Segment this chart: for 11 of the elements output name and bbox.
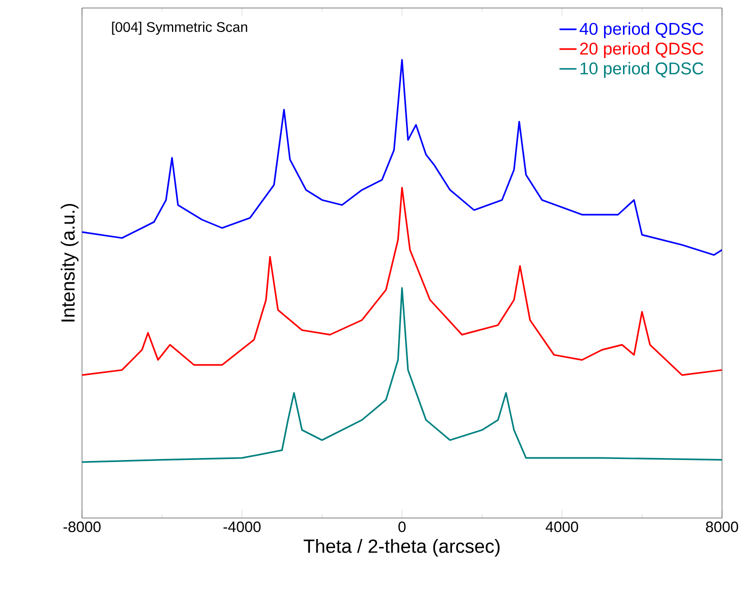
- x-tick-label: -8000: [63, 522, 101, 532]
- x-tick-label: 8000: [706, 522, 738, 532]
- legend-label: 20 period QDSC: [580, 42, 704, 58]
- x-tick-label: 0: [398, 522, 406, 532]
- legend-label: 10 period QDSC: [580, 62, 704, 78]
- x-axis-title: Theta / 2-theta (arcsec): [304, 538, 500, 557]
- y-axis-title: Intensity (a.u.): [60, 204, 78, 322]
- legend-label: 40 period QDSC: [580, 22, 704, 38]
- x-tick-label: 4000: [546, 522, 578, 532]
- x-tick-label: -4000: [223, 522, 261, 532]
- text: [004] Symmetric Scan: [112, 22, 248, 35]
